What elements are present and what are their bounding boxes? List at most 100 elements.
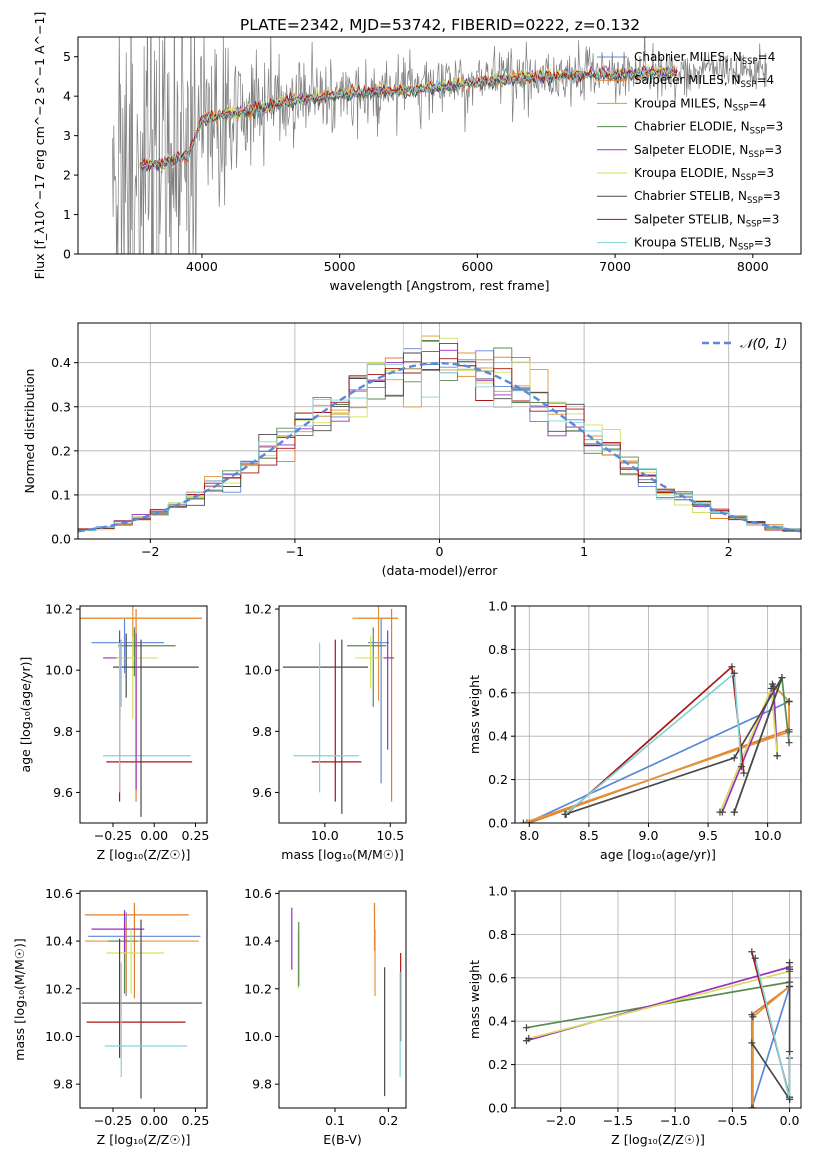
x-tick-label: −2 bbox=[141, 544, 159, 559]
x-tick-label: 1 bbox=[580, 544, 588, 559]
y-tick-label: 0 bbox=[63, 247, 71, 262]
x-tick-label: 0.00 bbox=[140, 1113, 168, 1128]
axes-frame: −2.0 −1.5 −1.0 −0.5 0.0 0.0 0.2 0.4 0.6 0.8 1.0 Z [… bbox=[467, 884, 802, 1147]
mass-weight-marker bbox=[522, 1024, 530, 1032]
legend-entry: Salpeter ELODIE, NSSP=3 bbox=[634, 143, 782, 160]
age-vs-metallicity-panel: −0.25 0.00 0.25 9.6 9.8 10.0 10.2 Z [log₁₀(Z/Z☉… bbox=[18, 602, 209, 862]
y-tick-label: 9.6 bbox=[53, 785, 73, 800]
axes-border bbox=[79, 890, 208, 1109]
y-tick-label: 0.4 bbox=[51, 355, 71, 370]
mass-weight-marker bbox=[773, 752, 781, 760]
x-tick-label: 10.0 bbox=[754, 828, 782, 843]
mass-weight-marker bbox=[778, 674, 786, 682]
y-axis-label: Normed distribution bbox=[22, 369, 37, 494]
y-tick-label: 0.2 bbox=[488, 1057, 508, 1072]
x-axis-label: age [log₁₀(age/yr)] bbox=[600, 847, 716, 862]
x-tick-label: 0 bbox=[436, 544, 444, 559]
x-tick-label: 0.00 bbox=[140, 828, 168, 843]
mass-weight-marker bbox=[786, 1048, 794, 1056]
spectrum-legend: Chabrier MILES, NSSP=4 Salpeter MILES, NS… bbox=[597, 50, 783, 253]
x-axis-label: wavelength [Angstrom, rest frame] bbox=[329, 278, 549, 293]
y-tick-label: 10.6 bbox=[45, 886, 73, 901]
axes-frame: −2 −1 0 1 2 0.0 0.1 0.2 0.3 0.4 (data-model)/error… bbox=[22, 322, 802, 578]
legend-entry: 𝒩(0, 1) bbox=[740, 337, 787, 352]
legend-entry: Salpeter STELIB, NSSP=3 bbox=[634, 212, 779, 229]
mass-weight-marker bbox=[519, 819, 527, 823]
y-tick-label: 0.8 bbox=[488, 642, 508, 657]
x-tick-label: 2 bbox=[725, 544, 733, 559]
x-tick-label: 8.5 bbox=[579, 828, 599, 843]
plot-area bbox=[78, 323, 801, 533]
axes-frame: 10.0 10.5 9.6 9.8 10.0 10.2 mass [log₁₀(M/M☉)] bbox=[244, 602, 407, 862]
mass-weight-line bbox=[528, 970, 790, 1040]
y-tick-label: 10.0 bbox=[45, 1029, 73, 1044]
y-tick-label: 0.6 bbox=[488, 970, 508, 985]
y-tick-label: 4 bbox=[63, 89, 71, 104]
mass-weight-line bbox=[526, 700, 790, 823]
mass-weight-marker bbox=[748, 948, 756, 956]
y-tick-label: 10.2 bbox=[244, 602, 272, 617]
x-tick-label: 5000 bbox=[324, 259, 356, 274]
y-tick-label: 10.0 bbox=[45, 663, 73, 678]
mass-weight-marker bbox=[749, 1013, 757, 1021]
x-tick-label: 10.5 bbox=[376, 828, 404, 843]
y-tick-label: 10.4 bbox=[244, 934, 272, 949]
mass-weight-marker bbox=[748, 1104, 756, 1108]
mass-weight-marker bbox=[716, 808, 724, 816]
y-tick-label: 10.4 bbox=[45, 934, 73, 949]
x-tick-label: 4000 bbox=[186, 259, 218, 274]
x-axis-label: Z [log₁₀(Z/Z☉)] bbox=[611, 1132, 705, 1147]
mass-weight-marker bbox=[786, 1095, 794, 1103]
mass-weight-line bbox=[721, 685, 779, 813]
gaussian-curve bbox=[78, 361, 801, 533]
x-tick-label: −0.25 bbox=[94, 1113, 132, 1128]
mass-weight-marker bbox=[523, 819, 531, 823]
plot-area bbox=[112, 37, 767, 254]
plot-area bbox=[291, 902, 402, 1097]
mass-weight-marker bbox=[737, 763, 745, 771]
axes-frame: 0.1 0.2 9.8 10.0 10.2 10.4 10.6 E(B-V) bbox=[244, 886, 407, 1147]
x-tick-label: 7000 bbox=[599, 259, 631, 274]
mass-weight-marker bbox=[740, 769, 748, 777]
mass-weight-marker bbox=[730, 669, 738, 677]
x-tick-label: 0.0 bbox=[780, 1113, 800, 1128]
y-tick-label: 10.2 bbox=[45, 602, 73, 617]
mass-weight-marker bbox=[525, 1035, 533, 1043]
x-tick-label: 9.5 bbox=[698, 828, 718, 843]
y-tick-label: 0.2 bbox=[488, 772, 508, 787]
plot-area bbox=[282, 606, 399, 814]
x-tick-label: 0.2 bbox=[378, 1113, 398, 1128]
y-tick-label: 10.0 bbox=[244, 1029, 272, 1044]
axes-border bbox=[79, 605, 208, 824]
mass-weight-marker bbox=[785, 697, 793, 705]
y-tick-label: 0.4 bbox=[488, 1014, 508, 1029]
x-tick-label: 0.1 bbox=[325, 1113, 345, 1128]
y-tick-label: 10.2 bbox=[244, 981, 272, 996]
x-axis-label: E(B-V) bbox=[323, 1132, 362, 1147]
mass-weight-marker bbox=[730, 808, 738, 816]
y-tick-label: 0.8 bbox=[488, 927, 508, 942]
x-axis-label: mass [log₁₀(M/M☉)] bbox=[281, 847, 403, 862]
y-tick-label: 5 bbox=[63, 49, 71, 64]
model-spectrum-line bbox=[139, 64, 678, 170]
x-axis-label: Z [log₁₀(Z/Z☉)] bbox=[97, 847, 191, 862]
y-tick-label: 9.6 bbox=[252, 785, 272, 800]
y-tick-label: 0.4 bbox=[488, 729, 508, 744]
mass-weight-marker bbox=[767, 684, 775, 692]
x-tick-label: 9.0 bbox=[639, 828, 659, 843]
mass-weight-line bbox=[751, 962, 791, 1103]
y-tick-label: 3 bbox=[63, 128, 71, 143]
mass-vs-metallicity-panel: −0.25 0.00 0.25 9.8 10.0 10.2 10.4 10.6 Z [log₁₀… bbox=[12, 886, 209, 1147]
mass-weight-marker bbox=[785, 728, 793, 736]
mass-weight-marker bbox=[785, 739, 793, 747]
axes-border bbox=[514, 890, 802, 1109]
gridlines bbox=[515, 605, 801, 824]
spectrum-panel: 4000 5000 6000 7000 8000 0 1 2 3 4 5 wavelength [An… bbox=[32, 12, 802, 293]
x-axis-label: Z [log₁₀(Z/Z☉)] bbox=[97, 1132, 191, 1147]
x-tick-label: −0.25 bbox=[94, 828, 132, 843]
gridlines bbox=[515, 890, 801, 1109]
plot-area bbox=[522, 948, 794, 1108]
x-tick-label: −1.0 bbox=[660, 1113, 690, 1128]
residuals-histogram-panel: −2 −1 0 1 2 0.0 0.1 0.2 0.3 0.4 (data-model)/error… bbox=[22, 322, 802, 578]
